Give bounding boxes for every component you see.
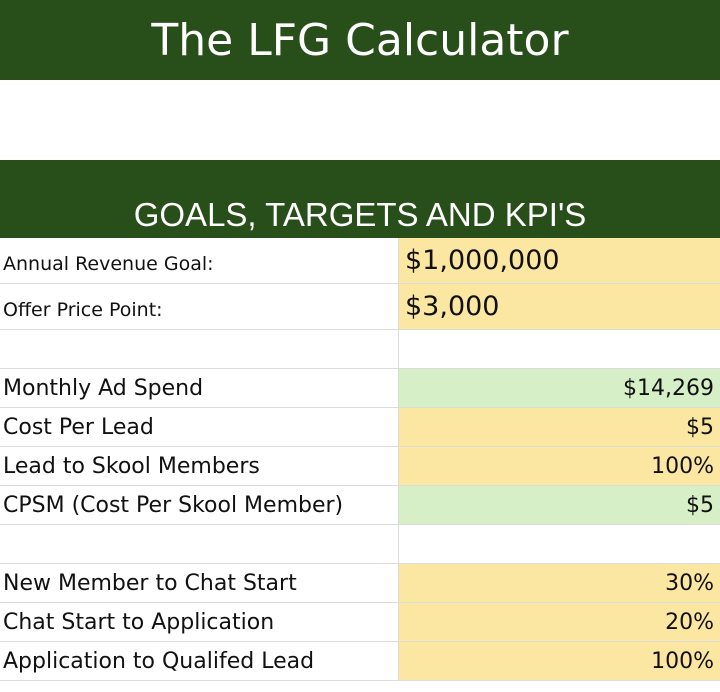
row-lead-to-skool-members: Lead to Skool Members 100%: [0, 447, 720, 486]
row-offer-price-point: Offer Price Point: $3,000: [0, 284, 720, 330]
application-to-qualified-lead-label: Application to Qualifed Lead: [3, 648, 315, 674]
row-cpsm: CPSM (Cost Per Skool Member) $5: [0, 486, 720, 525]
cpsm-cell[interactable]: $5: [398, 486, 720, 524]
blank-cell-2[interactable]: [398, 525, 720, 563]
new-member-to-chat-start-label: New Member to Chat Start: [3, 570, 297, 596]
chat-start-to-application-label: Chat Start to Application: [3, 609, 275, 635]
row-new-member-to-chat-start: New Member to Chat Start 30%: [0, 564, 720, 603]
blank-cell-1[interactable]: [398, 330, 720, 368]
cpsm-label: CPSM (Cost Per Skool Member): [3, 492, 344, 518]
cost-per-lead-label: Cost Per Lead: [3, 414, 154, 440]
section-title: GOALS, TARGETS AND KPI'S: [133, 196, 587, 233]
application-to-qualified-lead-cell[interactable]: 100%: [398, 642, 720, 680]
lead-to-skool-members-cell[interactable]: 100%: [398, 447, 720, 485]
offer-price-point-label: Offer Price Point:: [3, 298, 163, 321]
new-member-to-chat-start-cell[interactable]: 30%: [398, 564, 720, 602]
monthly-ad-spend-label: Monthly Ad Spend: [3, 375, 204, 401]
monthly-ad-spend-cell[interactable]: $14,269: [398, 369, 720, 407]
row-application-to-qualified-lead: Application to Qualifed Lead 100%: [0, 642, 720, 681]
chat-start-to-application-cell[interactable]: 20%: [398, 603, 720, 641]
calculator-title: The LFG Calculator: [151, 14, 569, 66]
row-chat-start-to-application: Chat Start to Application 20%: [0, 603, 720, 642]
calculator-title-bar: The LFG Calculator: [0, 0, 720, 80]
row-cost-per-lead: Cost Per Lead $5: [0, 408, 720, 447]
section-header: GOALS, TARGETS AND KPI'S: [0, 160, 720, 238]
cost-per-lead-cell[interactable]: $5: [398, 408, 720, 446]
kpi-grid: Annual Revenue Goal: $1,000,000 Offer Pr…: [0, 238, 720, 681]
annual-revenue-goal-label: Annual Revenue Goal:: [3, 252, 214, 275]
lead-to-skool-members-label: Lead to Skool Members: [3, 453, 260, 479]
row-blank-2: [0, 525, 720, 564]
annual-revenue-goal-cell[interactable]: $1,000,000: [398, 238, 720, 283]
row-annual-revenue-goal: Annual Revenue Goal: $1,000,000: [0, 238, 720, 284]
row-blank-1: [0, 330, 720, 369]
row-monthly-ad-spend: Monthly Ad Spend $14,269: [0, 369, 720, 408]
offer-price-point-cell[interactable]: $3,000: [398, 284, 720, 329]
blank-spacer-row[interactable]: [0, 80, 720, 160]
